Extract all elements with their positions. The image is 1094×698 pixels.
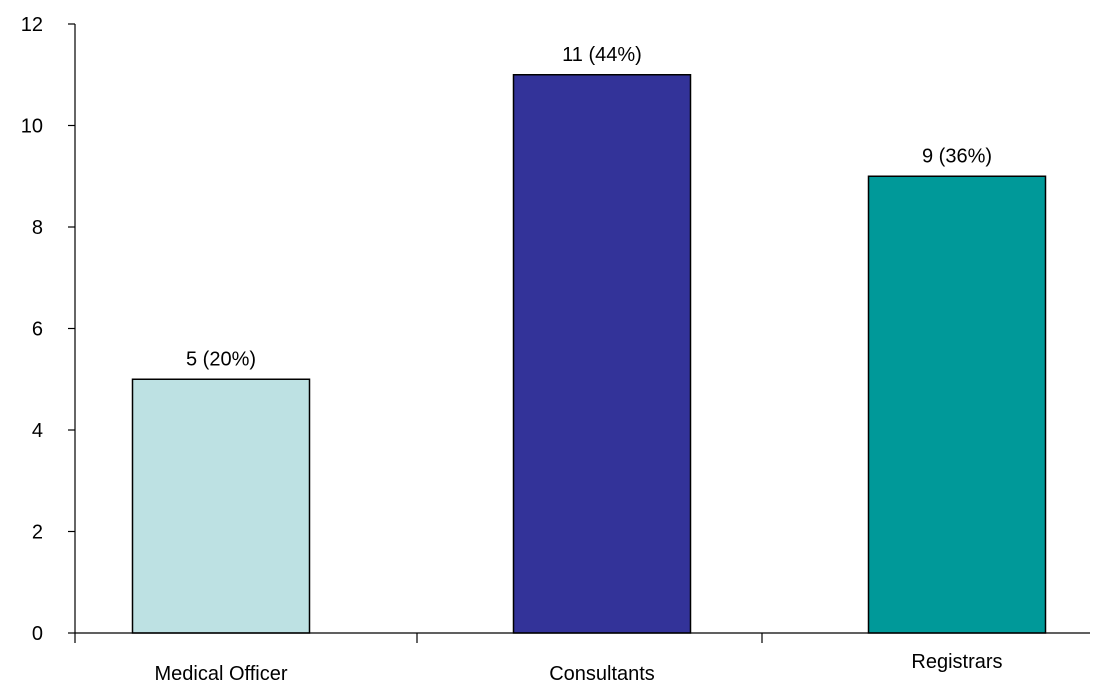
y-tick-label: 4 xyxy=(32,420,43,442)
y-tick-label: 8 xyxy=(32,217,43,239)
bar-consultants xyxy=(512,74,692,634)
bar-medical-officer xyxy=(131,378,311,634)
x-tick-label: Registrars xyxy=(911,651,1002,673)
data-label: 11 (44%) xyxy=(562,44,642,66)
data-label: 5 (20%) xyxy=(186,348,256,370)
plot-area: 5 (20%) 11 (44%) 9 (36%) 0 2 4 6 8 10 12 Medical O… xyxy=(21,14,1090,685)
x-tick-label: Consultants xyxy=(549,663,655,685)
y-tick-label: 12 xyxy=(21,14,43,36)
y-tick-label: 0 xyxy=(32,623,43,645)
y-tick-label: 6 xyxy=(32,319,43,341)
y-tick-label: 2 xyxy=(32,522,43,544)
data-label: 9 (36%) xyxy=(922,145,992,167)
x-tick-label: Medical Officer xyxy=(154,663,287,685)
bar-registrars xyxy=(867,175,1047,634)
y-tick-label: 10 xyxy=(21,116,43,138)
